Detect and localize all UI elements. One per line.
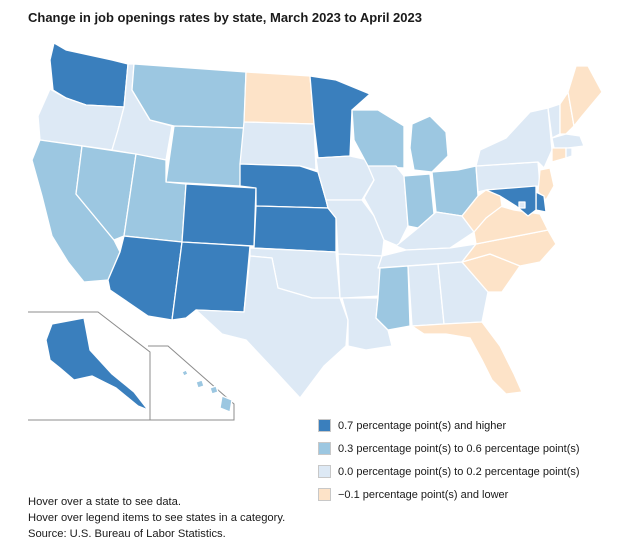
hover-state-note: Hover over a state to see data. <box>28 496 181 508</box>
state-TX[interactable] <box>195 255 349 399</box>
legend-swatch <box>318 488 331 501</box>
state-GA[interactable] <box>437 261 489 325</box>
state-AK[interactable] <box>45 317 149 411</box>
legend-label: 0.7 percentage point(s) and higher <box>338 419 507 432</box>
state-NV[interactable] <box>75 145 137 241</box>
legend-label: 0.0 percentage point(s) to 0.2 percentag… <box>338 465 580 478</box>
state-AR[interactable] <box>337 253 383 299</box>
state-NM[interactable] <box>171 241 251 321</box>
state-WV[interactable] <box>461 189 503 233</box>
state-HI[interactable] <box>181 369 233 413</box>
state-AZ[interactable] <box>107 235 183 321</box>
legend-label: −0.1 percentage point(s) and lower <box>338 488 509 501</box>
legend-item-mid[interactable]: 0.3 percentage point(s) to 0.6 percentag… <box>318 437 580 460</box>
legend-item-low[interactable]: 0.0 percentage point(s) to 0.2 percentag… <box>318 460 580 483</box>
state-MA[interactable] <box>551 133 585 149</box>
alaska-inset-frame <box>28 311 151 421</box>
state-SD[interactable] <box>239 121 317 171</box>
legend-item-neg[interactable]: −0.1 percentage point(s) and lower <box>318 483 580 506</box>
state-MT[interactable] <box>131 63 247 129</box>
state-CT[interactable] <box>551 147 567 163</box>
state-IA[interactable] <box>315 155 375 201</box>
state-WI[interactable] <box>351 109 405 169</box>
hover-legend-note: Hover over legend items to see states in… <box>28 512 286 524</box>
state-NY[interactable] <box>475 107 553 169</box>
legend-swatch <box>318 442 331 455</box>
legend-swatch <box>318 419 331 432</box>
state-DC[interactable] <box>518 201 526 209</box>
map-title: Change in job openings rates by state, M… <box>28 10 422 25</box>
source-note: Source: U.S. Bureau of Labor Statistics. <box>28 528 226 540</box>
state-NJ[interactable] <box>537 167 555 201</box>
state-IL[interactable] <box>363 165 409 247</box>
state-FL[interactable] <box>411 321 523 395</box>
state-MN[interactable] <box>309 75 371 159</box>
state-KS[interactable] <box>253 205 337 253</box>
legend-item-high[interactable]: 0.7 percentage point(s) and higher <box>318 414 580 437</box>
hawaii-inset-frame <box>148 345 235 421</box>
state-NC[interactable] <box>461 229 557 267</box>
state-RI[interactable] <box>565 147 573 159</box>
footnotes: Hover over a state to see data. Hover ov… <box>28 494 285 542</box>
state-MI[interactable] <box>409 115 449 173</box>
state-MS[interactable] <box>375 265 411 331</box>
state-NH[interactable] <box>559 91 575 135</box>
state-ME[interactable] <box>567 65 603 127</box>
legend-label: 0.3 percentage point(s) to 0.6 percentag… <box>338 442 580 455</box>
legend: 0.7 percentage point(s) and higher 0.3 p… <box>318 414 580 506</box>
state-WY[interactable] <box>165 125 245 187</box>
state-CO[interactable] <box>181 183 257 247</box>
legend-swatch <box>318 465 331 478</box>
state-ND[interactable] <box>243 71 315 125</box>
